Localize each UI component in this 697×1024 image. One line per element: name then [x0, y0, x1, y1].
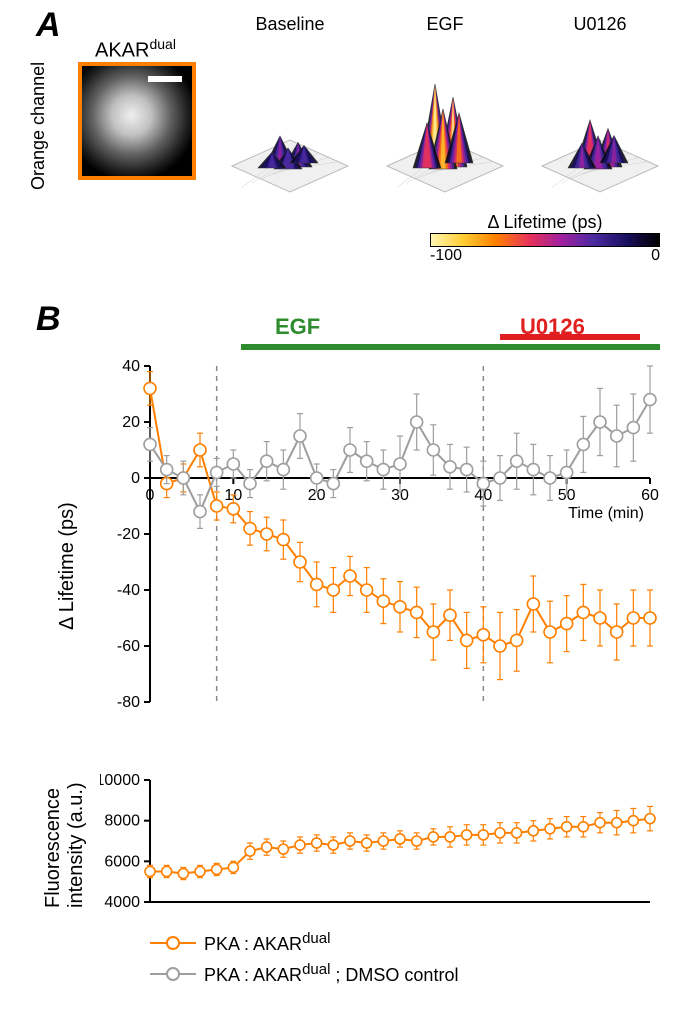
- legend-text: PKA : AKARdual ; DMSO control: [204, 961, 458, 986]
- svg-text:-20: -20: [117, 526, 140, 543]
- panel-b-label: B: [36, 300, 61, 339]
- svg-text:4000: 4000: [104, 894, 140, 910]
- legend: PKA : AKARdual PKA : AKARdual ; DMSO con…: [150, 930, 458, 992]
- svg-text:0: 0: [146, 487, 155, 504]
- colorbar-max: 0: [651, 247, 660, 265]
- legend-marker: [150, 935, 196, 951]
- colorbar-gradient: [430, 233, 660, 247]
- svg-text:20: 20: [122, 414, 140, 431]
- svg-text:8000: 8000: [104, 813, 140, 830]
- cell-thumbnail: [78, 62, 196, 180]
- intensity-ylabel: Fluorescenceintensity (a.u.): [42, 782, 88, 908]
- surface-label-u0126: U0126: [525, 14, 675, 35]
- colorbar-min: -100: [430, 247, 462, 265]
- legend-text: PKA : AKARdual: [204, 930, 330, 955]
- panel-a: A Orange channel AKARdual Baseline EGF U…: [0, 0, 697, 280]
- svg-text:10000: 10000: [100, 772, 140, 789]
- legend-row: PKA : AKARdual: [150, 930, 458, 955]
- svg-text:-80: -80: [117, 694, 140, 711]
- intensity-chart: 4000 6000 8000 10000: [100, 770, 660, 910]
- egf-bar: [241, 344, 660, 350]
- colorbar-label: Δ Lifetime (ps): [430, 212, 660, 233]
- scale-bar: [148, 76, 182, 82]
- surface-label-baseline: Baseline: [215, 14, 365, 35]
- surface-egf: [370, 48, 520, 198]
- svg-text:40: 40: [122, 358, 140, 375]
- surface-baseline: [215, 48, 365, 198]
- svg-text:Time (min): Time (min): [568, 505, 644, 522]
- svg-text:60: 60: [641, 487, 659, 504]
- legend-row: PKA : AKARdual ; DMSO control: [150, 961, 458, 986]
- panel-b: B EGF U0126 -80-60-40-200204001020304050…: [0, 300, 697, 1024]
- akar-dual-label: AKARdual: [95, 36, 176, 63]
- orange-channel-label: Orange channel: [28, 62, 49, 190]
- surface-label-egf: EGF: [370, 14, 520, 35]
- svg-text:0: 0: [131, 470, 140, 487]
- svg-text:6000: 6000: [104, 853, 140, 870]
- legend-marker: [150, 966, 196, 982]
- surface-u0126: [525, 48, 675, 198]
- svg-text:-40: -40: [117, 582, 140, 599]
- svg-text:-60: -60: [117, 638, 140, 655]
- egf-label: EGF: [275, 314, 320, 340]
- lifetime-chart: -80-60-40-20020400102030405060Time (min): [100, 356, 660, 736]
- lifetime-ylabel: Δ Lifetime (ps): [56, 502, 79, 630]
- u0126-bar: [500, 334, 640, 340]
- cell-image: [82, 66, 192, 176]
- panel-a-label: A: [36, 6, 61, 45]
- colorbar: Δ Lifetime (ps) -100 0: [430, 212, 660, 265]
